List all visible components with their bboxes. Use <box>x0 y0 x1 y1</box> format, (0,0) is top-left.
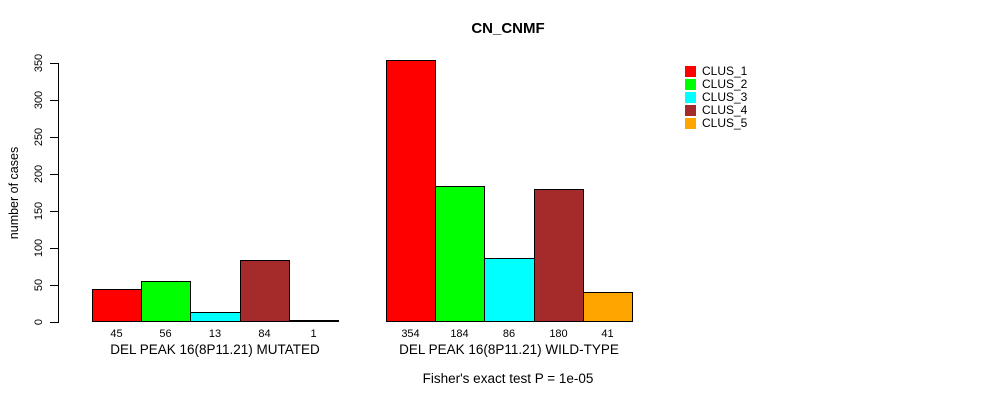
bar-clus_1-group1 <box>92 289 142 322</box>
y-axis-label: number of cases <box>7 146 21 240</box>
bar-value-label: 84 <box>258 328 271 340</box>
bar-clus_3-group2 <box>484 258 535 322</box>
bar-clus_4-group1 <box>240 260 290 322</box>
x-axis-group-label: DEL PEAK 16(8P11.21) MUTATED <box>110 342 320 357</box>
y-axis-tick-label: 300 <box>33 90 45 109</box>
legend-label-clus_4: CLUS_4 <box>702 103 748 117</box>
x-axis-group-label: DEL PEAK 16(8P11.21) WILD-TYPE <box>399 342 619 357</box>
bar-value-label: 56 <box>159 328 172 340</box>
bar-value-label: 13 <box>208 328 222 340</box>
legend-label-clus_2: CLUS_2 <box>702 77 748 91</box>
chart-title: CN_CNMF <box>471 20 545 37</box>
bar-value-label: 184 <box>450 328 469 340</box>
bar-clus_2-group1 <box>141 281 191 322</box>
y-axis-tick <box>50 62 58 64</box>
y-axis-tick-label: 50 <box>33 278 45 291</box>
bar-clus_4-group2 <box>534 189 584 322</box>
legend-swatch-clus_4 <box>685 105 696 116</box>
bar-value-label: 86 <box>502 328 516 340</box>
bar-clus_3-group1 <box>190 312 241 322</box>
legend-label-clus_3: CLUS_3 <box>702 90 748 104</box>
bar-clus_1-group2 <box>386 60 436 322</box>
y-axis-tick-label: 200 <box>33 164 45 183</box>
y-axis-tick-label: 100 <box>33 238 45 257</box>
y-axis-tick-label: 150 <box>33 201 45 220</box>
bar-value-label: 180 <box>549 328 568 340</box>
y-axis-tick-label: 0 <box>33 318 45 325</box>
y-axis-tick <box>50 136 58 138</box>
fisher-test-annotation: Fisher's exact test P = 1e-05 <box>422 371 594 386</box>
bar-value-label: 41 <box>601 328 614 340</box>
legend-swatch-clus_5 <box>685 118 696 129</box>
legend-swatch-clus_1 <box>685 66 696 77</box>
bar-value-label: 354 <box>401 328 420 340</box>
y-axis-tick <box>50 284 58 286</box>
bar-clus_2-group2 <box>435 186 485 322</box>
y-axis-tick <box>50 99 58 101</box>
y-axis-line <box>58 62 59 323</box>
bar-value-label: 45 <box>110 328 123 340</box>
bar-clus_5-group1 <box>289 320 339 322</box>
y-axis-tick <box>50 173 58 175</box>
legend-label-clus_5: CLUS_5 <box>702 116 748 130</box>
y-axis-tick <box>50 321 58 323</box>
legend-swatch-clus_2 <box>685 79 696 90</box>
legend-swatch-clus_3 <box>685 92 696 103</box>
y-axis-tick <box>50 210 58 212</box>
bar-value-label: 1 <box>310 328 317 340</box>
legend-label-clus_1: CLUS_1 <box>702 64 748 78</box>
y-axis-tick <box>50 247 58 249</box>
y-axis-tick-label: 250 <box>33 127 45 146</box>
y-axis-tick-label: 350 <box>33 53 45 72</box>
bar-clus_5-group2 <box>583 292 633 322</box>
